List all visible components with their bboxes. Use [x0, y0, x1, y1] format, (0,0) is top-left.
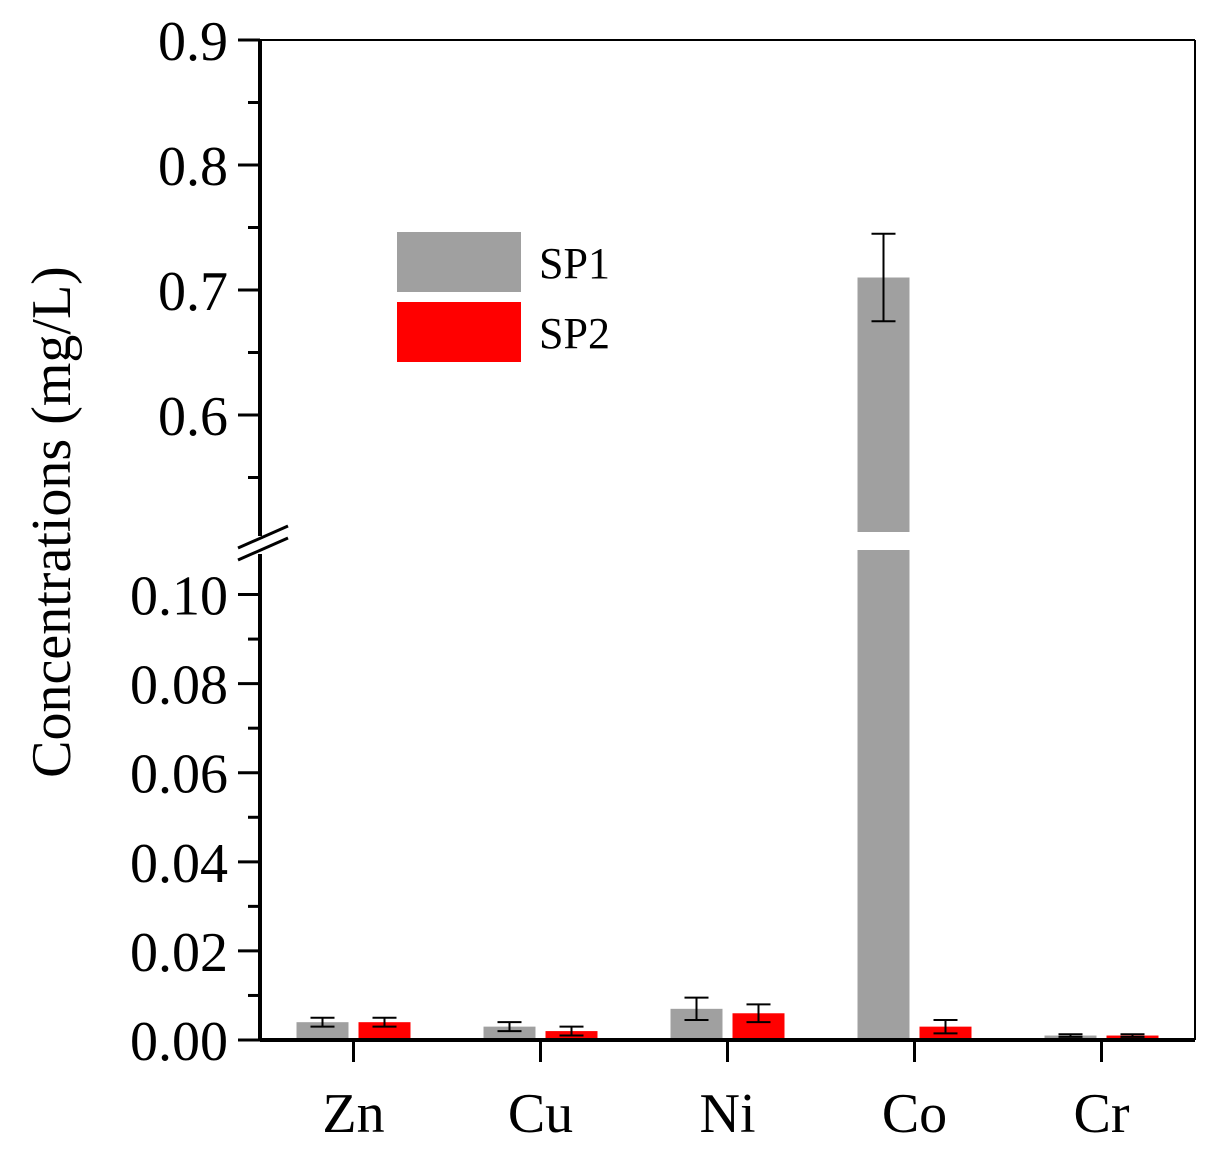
y-tick-label-upper-0: 0.6	[158, 386, 228, 448]
axis-break-mark-1	[237, 524, 289, 550]
bar-sp1-co-lower	[857, 550, 910, 1040]
y-tick-label-lower-0: 0.00	[130, 1011, 228, 1073]
y-axis-title: Concentrations (mg/L)	[21, 266, 83, 778]
y-tick-label-lower-4: 0.08	[130, 655, 228, 717]
x-tick-label-zn: Zn	[322, 1083, 384, 1145]
y-tick-label-lower-3: 0.06	[130, 744, 228, 806]
y-tick-label-upper-1: 0.7	[158, 261, 228, 323]
error-bar-sp2-zn	[372, 1016, 397, 1028]
error-bar-sp1-co	[871, 232, 896, 323]
error-bar-sp2-cu	[559, 1025, 584, 1037]
error-bar-sp2-cr	[1120, 1033, 1145, 1038]
y-tick-label-lower-2: 0.04	[130, 833, 228, 895]
x-tick-label-cu: Cu	[508, 1083, 573, 1145]
error-bar-sp2-co	[933, 1018, 958, 1035]
bars-layer	[296, 277, 1159, 1040]
error-bar-sp2-ni	[746, 1003, 771, 1024]
error-bar-sp1-cr	[1058, 1033, 1083, 1038]
error-bars-layer	[310, 232, 1145, 1038]
legend-label-sp1: SP1	[539, 239, 610, 288]
y-tick-label-lower-5: 0.10	[130, 566, 228, 628]
x-tick-label-ni: Ni	[700, 1083, 756, 1145]
bar-sp1-cu	[483, 1026, 536, 1040]
y-tick-label-upper-2: 0.8	[158, 136, 228, 198]
x-tick-label-co: Co	[882, 1083, 947, 1145]
legend-swatch-sp1	[397, 232, 521, 292]
legend-label-sp2: SP2	[539, 309, 610, 358]
x-tick-label-cr: Cr	[1074, 1083, 1130, 1145]
y-tick-label-upper-3: 0.9	[158, 11, 228, 73]
axis-break-mark-2	[237, 536, 289, 562]
axes	[237, 38, 1196, 1062]
error-bar-sp1-ni	[684, 996, 709, 1021]
error-bar-sp1-zn	[310, 1016, 335, 1028]
legend-swatch-sp2	[397, 302, 521, 362]
error-bar-sp1-cu	[497, 1021, 522, 1033]
tick-labels: Zn Cu Ni Co Cr 0.00 0.02 0.04 0.06 0.08 0.10 0.6 0.7…	[130, 11, 1130, 1145]
bar-sp2-zn	[358, 1022, 411, 1040]
y-tick-label-lower-1: 0.02	[130, 922, 228, 984]
legend: SP1 SP2	[397, 232, 610, 362]
bar-sp1-zn	[296, 1022, 349, 1040]
